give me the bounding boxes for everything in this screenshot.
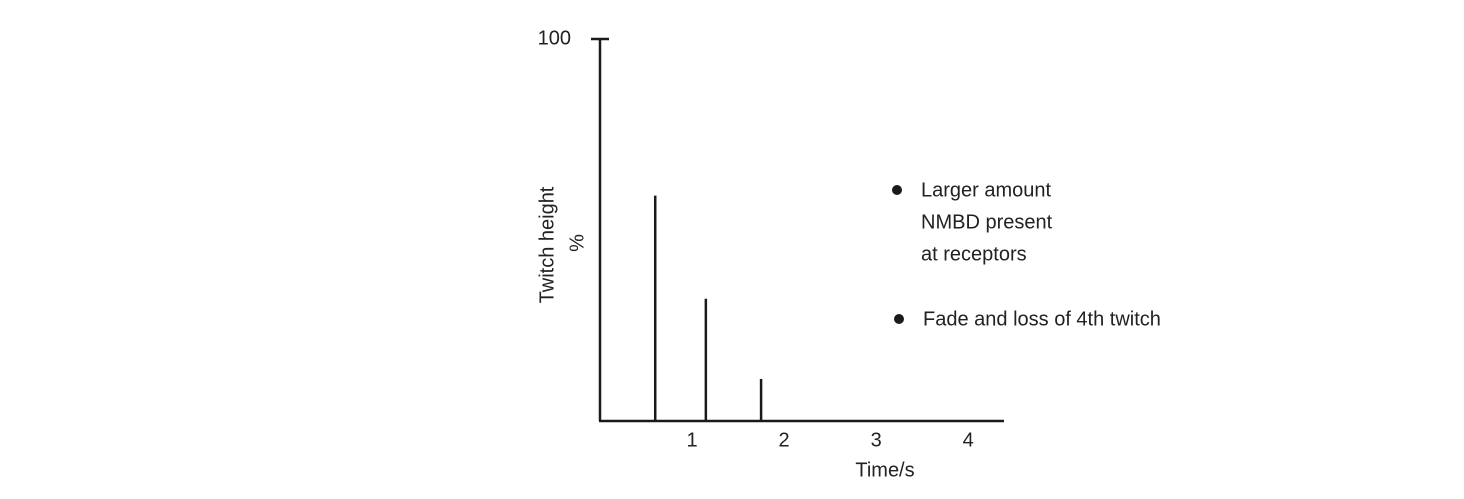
x-tick-label: 2 bbox=[779, 429, 790, 451]
x-tick-label: 1 bbox=[686, 429, 697, 451]
x-tick-label: 3 bbox=[871, 429, 882, 451]
y-axis-title: % bbox=[566, 234, 588, 252]
bullet bbox=[894, 314, 904, 324]
x-tick-label: 4 bbox=[963, 429, 974, 451]
y-axis-title: Twitch height bbox=[536, 186, 558, 303]
x-axis-title: Time/s bbox=[855, 459, 914, 481]
bullet bbox=[892, 185, 902, 195]
annotation: Larger amount bbox=[921, 179, 1052, 201]
annotation: NMBD present bbox=[921, 211, 1053, 233]
y-tick-label: 100 bbox=[538, 27, 571, 49]
annotation: at receptors bbox=[921, 243, 1027, 265]
annotation: Fade and loss of 4th twitch bbox=[923, 308, 1161, 330]
